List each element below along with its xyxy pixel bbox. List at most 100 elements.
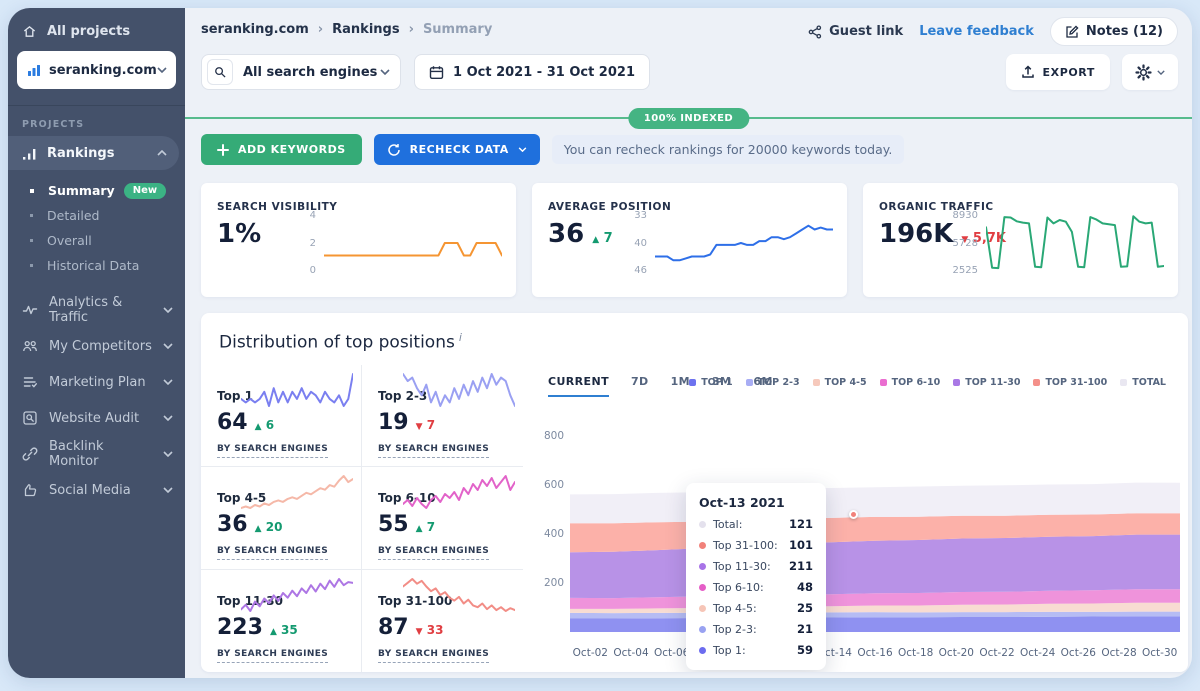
- by-search-engines-link[interactable]: BY SEARCH ENGINES: [217, 546, 328, 560]
- share-icon: [808, 25, 822, 39]
- legend-label: TOTAL: [1132, 377, 1166, 388]
- settings-button[interactable]: [1122, 54, 1178, 90]
- legend-item-top-1[interactable]: TOP 1: [689, 377, 732, 388]
- by-search-engines-link[interactable]: BY SEARCH ENGINES: [378, 649, 489, 663]
- tooltip-row: Top 11-30:211: [699, 559, 813, 573]
- distribution-sparkline: [403, 471, 515, 513]
- distribution-panel: Distribution of top positionsi Top 164▲ …: [201, 313, 1188, 672]
- tab-1m[interactable]: 1M: [671, 375, 690, 397]
- notes-label: Notes (12): [1086, 24, 1163, 39]
- home-icon: [22, 24, 37, 39]
- delta-up: ▲ 20: [255, 520, 283, 534]
- competitors-icon: [22, 338, 38, 354]
- y-axis-tick: 400: [544, 528, 564, 540]
- tooltip-value: 211: [789, 559, 813, 573]
- guest-link-label: Guest link: [829, 24, 903, 39]
- all-projects-link[interactable]: All projects: [8, 8, 185, 39]
- tooltip-value: 101: [789, 538, 813, 552]
- leave-feedback-link[interactable]: Leave feedback: [919, 24, 1034, 39]
- tab-current[interactable]: CURRENT: [548, 375, 609, 397]
- notes-button[interactable]: Notes (12): [1050, 17, 1178, 46]
- legend-label: TOP 31-100: [1045, 377, 1107, 388]
- sidebar-item-rankings[interactable]: Rankings: [8, 136, 179, 170]
- legend-item-top-11-30[interactable]: TOP 11-30: [953, 377, 1020, 388]
- legend-swatch: [689, 379, 696, 386]
- chevron-down-icon: [163, 487, 173, 493]
- distribution-sparkline: [403, 369, 515, 411]
- subitem-label: Overall: [47, 233, 92, 248]
- sidebar-subitem-detailed[interactable]: Detailed: [8, 203, 185, 228]
- info-icon[interactable]: i: [459, 331, 462, 344]
- group-label: Website Audit: [49, 411, 139, 426]
- tooltip-value: 59: [797, 643, 813, 657]
- tooltip-row: Top 2-3:21: [699, 622, 813, 636]
- distribution-card-value: 55▲ 7: [378, 512, 513, 537]
- chevron-up-icon: [157, 150, 167, 156]
- add-keywords-button[interactable]: ADD KEYWORDS: [201, 134, 362, 165]
- group-label: My Competitors: [49, 339, 152, 354]
- sidebar-subitem-historical-data[interactable]: Historical Data: [8, 253, 185, 278]
- distribution-card-value: 64▲ 6: [217, 410, 351, 435]
- y-axis-labels: 200400600800: [536, 421, 564, 632]
- y-axis-tick: 200: [544, 577, 564, 589]
- sidebar-divider: [8, 105, 185, 106]
- search-engines-value: All search engines: [243, 65, 377, 80]
- tooltip-dot: [699, 521, 706, 528]
- x-axis-tick: Oct-28: [1101, 647, 1136, 659]
- search-engines-select[interactable]: All search engines: [201, 54, 401, 90]
- search-icon: [207, 59, 233, 85]
- sidebar-item-marketing-plan[interactable]: Marketing Plan: [8, 364, 185, 400]
- sidebar-item-website-audit[interactable]: Website Audit: [8, 400, 185, 436]
- chevron-down-icon: [380, 69, 390, 75]
- calendar-icon: [429, 65, 444, 80]
- chevron-down-icon: [163, 307, 173, 313]
- sidebar-item-backlink-monitor[interactable]: Backlink Monitor: [8, 436, 185, 472]
- legend-label: TOP 11-30: [965, 377, 1020, 388]
- legend-label: TOP 2-3: [758, 377, 800, 388]
- sidebar-item-my-competitors[interactable]: My Competitors: [8, 328, 185, 364]
- guest-link-button[interactable]: Guest link: [808, 24, 903, 39]
- tooltip-value: 21: [797, 622, 813, 636]
- by-search-engines-link[interactable]: BY SEARCH ENGINES: [217, 444, 328, 458]
- positions-plot[interactable]: Oct-13 2021 Total:121Top 31-100:101Top 1…: [570, 421, 1180, 632]
- by-search-engines-link[interactable]: BY SEARCH ENGINES: [217, 649, 328, 663]
- legend-item-top-6-10[interactable]: TOP 6-10: [880, 377, 941, 388]
- legend-label: TOP 4-5: [825, 377, 867, 388]
- legend-swatch: [813, 379, 820, 386]
- breadcrumb-project[interactable]: seranking.com: [201, 22, 309, 37]
- x-axis-tick: Oct-18: [898, 647, 933, 659]
- bullet-icon: [30, 189, 34, 193]
- export-button[interactable]: EXPORT: [1006, 54, 1111, 90]
- recheck-data-button[interactable]: RECHECK DATA: [374, 134, 540, 165]
- sidebar-subitem-summary[interactable]: SummaryNew: [8, 178, 185, 203]
- tooltip-row: Top 1:59: [699, 643, 813, 657]
- sidebar-item-social-media[interactable]: Social Media: [8, 472, 185, 508]
- distribution-card-top-11-30: Top 11-30223▲ 35BY SEARCH ENGINES: [201, 570, 362, 672]
- project-selector[interactable]: seranking.com: [17, 51, 176, 89]
- tooltip-value: 48: [797, 580, 813, 594]
- legend-item-top-4-5[interactable]: TOP 4-5: [813, 377, 867, 388]
- tab-7d[interactable]: 7D: [631, 375, 649, 397]
- mini-chart-yticks: 893057282525: [948, 207, 978, 279]
- tooltip-row: Total:121: [699, 517, 813, 531]
- tooltip-dot: [699, 584, 706, 591]
- chevron-down-icon: [157, 67, 167, 73]
- legend-item-top-31-100[interactable]: TOP 31-100: [1033, 377, 1107, 388]
- breadcrumb-rankings[interactable]: Rankings: [332, 22, 399, 37]
- sidebar-subitem-overall[interactable]: Overall: [8, 228, 185, 253]
- date-range-picker[interactable]: 1 Oct 2021 - 31 Oct 2021: [414, 54, 650, 90]
- organic-traffic-card: ORGANIC TRAFFIC 196K ▼ 5,7K 893057282525: [863, 183, 1178, 297]
- average-position-sparkline: [655, 207, 833, 279]
- website-audit-icon: [22, 410, 38, 426]
- legend-item-top-2-3[interactable]: TOP 2-3: [746, 377, 800, 388]
- breadcrumb-current: Summary: [423, 22, 492, 37]
- chevron-down-icon: [163, 343, 173, 349]
- stat-cards-row: SEARCH VISIBILITY 1% 420 AVERAGE POSITIO…: [201, 183, 1178, 297]
- legend-label: TOP 6-10: [892, 377, 941, 388]
- legend-swatch: [1120, 379, 1127, 386]
- sidebar-item-analytics-traffic[interactable]: Analytics & Traffic: [8, 292, 185, 328]
- by-search-engines-link[interactable]: BY SEARCH ENGINES: [378, 546, 489, 560]
- by-search-engines-link[interactable]: BY SEARCH ENGINES: [378, 444, 489, 458]
- analytics-icon: [22, 302, 38, 318]
- legend-item-total[interactable]: TOTAL: [1120, 377, 1166, 388]
